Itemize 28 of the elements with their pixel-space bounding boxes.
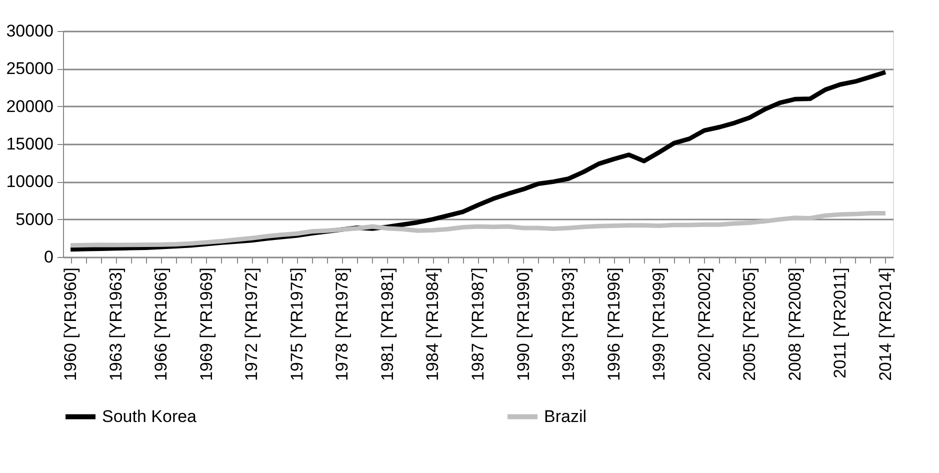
x-tick-label: 2002 [YR2002] [694,268,714,381]
x-tick-label: 1984 [YR1984] [423,268,442,381]
legend-label: South Korea [102,406,198,426]
x-tick-label: 1999 [YR1999] [650,268,669,381]
y-tick-label: 0 [44,248,54,266]
x-tick-label: 1969 [YR1969] [196,268,216,381]
y-tick-label: 20000 [6,96,54,116]
x-tick-label: 1993 [YR1993] [559,268,578,381]
x-tick-label: 1975 [YR1975] [287,268,306,381]
y-tick-label: 15000 [6,134,54,154]
x-tick-label: 2014 [YR2014] [876,268,895,381]
y-tick-label: 5000 [16,210,54,229]
x-tick-label: 1963 [YR1963] [106,268,126,381]
x-tick-label: 2008 [YR2008] [785,268,804,381]
x-tick-label: 2005 [YR2005] [740,268,760,381]
y-tick-label: 30000 [6,22,54,40]
y-tick-label: 10000 [6,172,54,192]
x-tick-label: 1966 [YR1966] [152,268,171,381]
legend-label: Brazil [544,406,587,426]
x-tick-label: 1987 [YR1987] [468,268,488,381]
x-tick-label: 1990 [YR1990] [514,268,533,381]
y-tick-label: 25000 [6,59,54,78]
x-tick-label: 2011 [YR2011] [830,268,850,378]
x-tick-label: 1972 [YR1972] [242,268,262,381]
x-tick-label: 1978 [YR1978] [332,268,352,381]
x-tick-label: 1960 [YR1960] [61,268,80,381]
x-tick-label: 1981 [YR1981] [378,268,397,381]
x-tick-label: 1996 [YR1996] [604,268,624,381]
